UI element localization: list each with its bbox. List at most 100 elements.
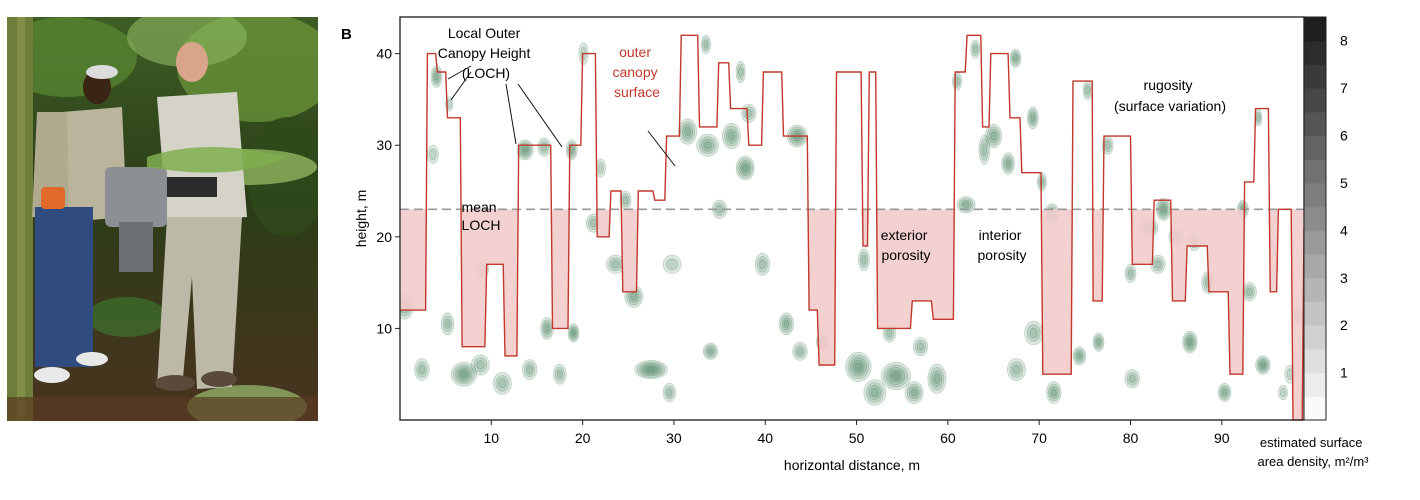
density-contour: [738, 67, 743, 78]
density-contour: [988, 129, 999, 143]
density-contour: [858, 248, 870, 272]
colorbar-band: [1304, 254, 1326, 279]
density-contour: [457, 368, 470, 380]
density-contour: [570, 328, 577, 338]
density-contour: [1047, 383, 1060, 402]
density-contour: [662, 382, 677, 402]
density-contour: [859, 251, 869, 268]
density-contour: [1185, 334, 1195, 350]
colorbar-label: estimated surface area density, m²/m³: [1257, 435, 1369, 469]
density-contour: [1186, 336, 1194, 348]
annotation-exterior-porosity: exterior porosity: [881, 227, 932, 263]
density-contour: [630, 292, 638, 301]
density-contour: [1126, 371, 1138, 386]
density-contour: [682, 124, 693, 139]
density-contour: [759, 259, 766, 270]
density-contour: [696, 133, 720, 157]
density-contour: [1026, 324, 1041, 342]
density-contour: [886, 328, 893, 338]
density-contour: [1075, 350, 1084, 362]
x-tick-label: 80: [1123, 430, 1139, 446]
density-contour: [1038, 175, 1046, 189]
density-contour: [870, 387, 879, 398]
density-contour: [852, 359, 865, 374]
x-tick-label: 90: [1214, 430, 1230, 446]
density-contour: [429, 148, 437, 161]
density-contour: [1029, 111, 1037, 125]
density-contour: [707, 348, 714, 355]
y-axis-label: height, m: [353, 190, 369, 248]
colorbar-band: [1304, 301, 1326, 326]
density-contour: [666, 258, 678, 271]
x-tick-label: 50: [849, 430, 865, 446]
density-contour: [666, 388, 673, 397]
density-contour: [450, 362, 477, 387]
density-contour: [792, 341, 808, 361]
density-contour: [1083, 83, 1092, 98]
annotation-interior-porosity: interior porosity: [977, 227, 1026, 263]
density-contour: [735, 60, 746, 84]
density-contour: [541, 142, 548, 152]
density-contour: [1001, 152, 1015, 175]
colorbar-band: [1304, 135, 1326, 160]
density-contour: [524, 362, 536, 378]
density-contour: [1096, 338, 1101, 346]
density-contour: [634, 360, 668, 380]
density-contour: [434, 72, 439, 81]
density-contour: [886, 366, 906, 385]
density-contour: [495, 375, 510, 392]
density-contour: [850, 357, 867, 377]
x-tick-label: 60: [940, 430, 956, 446]
colorbar-tick-label: 1: [1340, 365, 1348, 381]
density-contour: [1154, 260, 1162, 269]
density-contour: [473, 357, 488, 373]
panel-b-label: B: [341, 26, 352, 43]
colorbar-band: [1304, 277, 1326, 302]
density-contour: [906, 383, 922, 402]
density-contour: [571, 330, 576, 336]
colorbar-band: [1304, 348, 1326, 374]
density-contour: [754, 252, 771, 276]
density-contour: [703, 40, 709, 49]
density-contour: [622, 196, 629, 205]
colorbar-tick-label: 3: [1340, 270, 1348, 286]
colorbar-band: [1304, 159, 1326, 184]
density-contour: [737, 63, 745, 81]
colorbar-band: [1304, 372, 1326, 397]
density-contour: [647, 367, 656, 372]
density-contour: [1217, 382, 1232, 402]
density-contour: [1127, 269, 1134, 278]
density-contour: [910, 388, 918, 397]
density-contour: [1037, 172, 1047, 192]
density-contour: [1026, 106, 1039, 130]
density-contour: [1009, 361, 1024, 378]
density-contour: [1254, 109, 1263, 127]
loch-leader-lines: [447, 65, 563, 148]
density-contour: [728, 131, 735, 141]
density-contour: [854, 362, 863, 372]
density-contour: [888, 369, 903, 383]
density-contour: [1005, 159, 1011, 168]
colorbar-tick-label: 5: [1340, 175, 1348, 191]
density-contour: [891, 371, 901, 380]
density-contour: [1093, 334, 1104, 350]
x-tick-label: 20: [575, 430, 591, 446]
density-contour: [680, 121, 695, 142]
density-contour: [722, 123, 741, 150]
density-contour: [498, 378, 507, 389]
annotations: Local Outer Canopy Height (LOCH) outer c…: [438, 25, 1226, 263]
density-contour: [1028, 109, 1038, 127]
field-photo: [7, 17, 318, 421]
density-contour: [569, 326, 578, 340]
density-contour: [735, 155, 755, 181]
density-contour: [433, 70, 440, 83]
density-contour: [698, 136, 717, 154]
density-contour: [700, 34, 711, 54]
colorbar-tick-label: 7: [1340, 80, 1348, 96]
density-contour: [908, 386, 920, 399]
density-contour: [1010, 50, 1021, 66]
x-tick-label: 40: [757, 430, 773, 446]
density-contour: [716, 205, 723, 214]
density-contour: [418, 364, 426, 375]
annotation-outer-canopy-surface: outer canopy surface: [612, 44, 661, 100]
